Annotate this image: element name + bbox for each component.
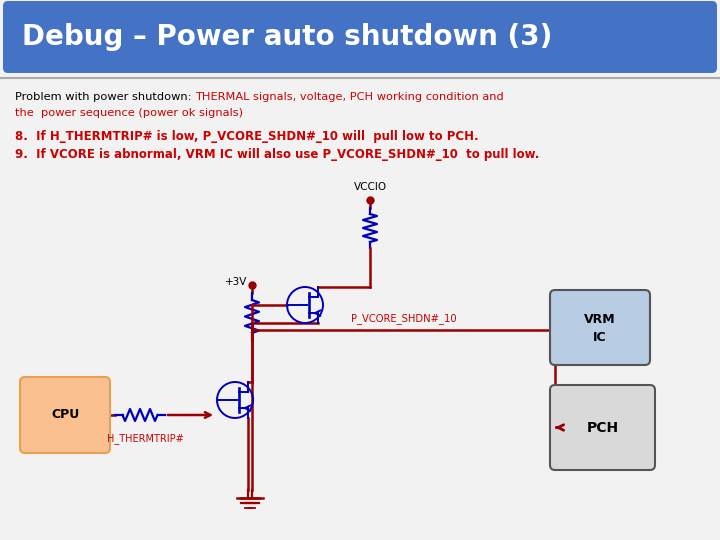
Text: P_VCORE_SHDN#_10: P_VCORE_SHDN#_10 (351, 313, 456, 324)
Text: VCCIO: VCCIO (354, 182, 387, 192)
Text: THERMAL signals, voltage, PCH working condition and: THERMAL signals, voltage, PCH working co… (195, 92, 504, 102)
Text: 8.  If H_THERMTRIP# is low, P_VCORE_SHDN#_10 will  pull low to PCH.: 8. If H_THERMTRIP# is low, P_VCORE_SHDN#… (15, 130, 479, 143)
FancyBboxPatch shape (550, 385, 655, 470)
Text: IC: IC (593, 331, 607, 344)
Text: H_THERMTRIP#: H_THERMTRIP# (107, 433, 184, 444)
Text: CPU: CPU (51, 408, 79, 422)
FancyBboxPatch shape (3, 1, 717, 73)
Text: Problem with power shutdown:: Problem with power shutdown: (15, 92, 195, 102)
Text: the  power sequence (power ok signals): the power sequence (power ok signals) (15, 108, 243, 118)
Text: PCH: PCH (586, 421, 618, 435)
FancyBboxPatch shape (550, 290, 650, 365)
Text: 9.  If VCORE is abnormal, VRM IC will also use P_VCORE_SHDN#_10  to pull low.: 9. If VCORE is abnormal, VRM IC will als… (15, 148, 539, 161)
Text: Debug – Power auto shutdown (3): Debug – Power auto shutdown (3) (22, 23, 552, 51)
Text: +3V: +3V (225, 277, 247, 287)
FancyBboxPatch shape (20, 377, 110, 453)
Text: VRM: VRM (584, 313, 616, 326)
